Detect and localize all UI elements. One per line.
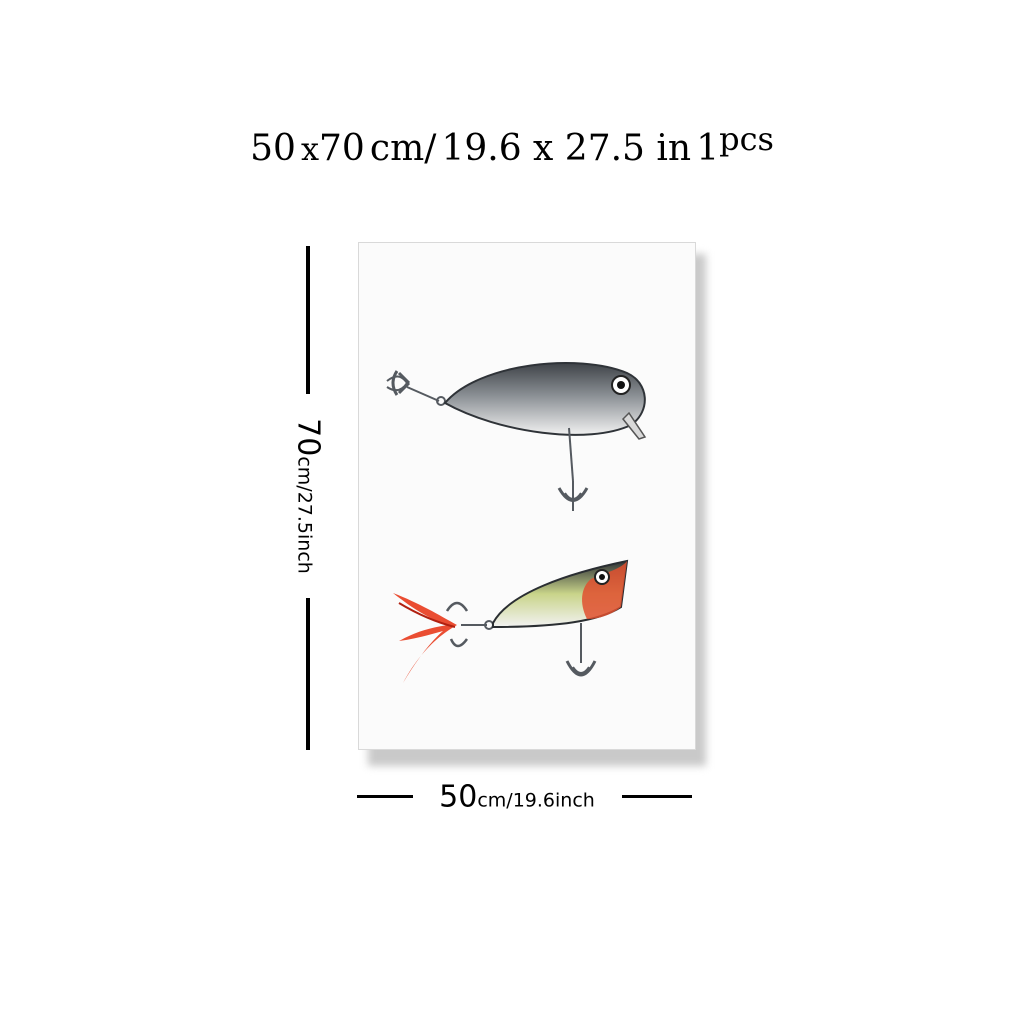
headline-cm-unit: cm/: [369, 128, 437, 169]
height-dimension-unit: cm/27.5inch: [293, 456, 316, 574]
headline-width-cm: 50: [250, 128, 296, 169]
height-dimension-line-top: [306, 246, 310, 394]
width-dimension-unit: cm/19.6inch: [477, 789, 595, 812]
headline-height-cm: 70: [319, 128, 365, 169]
width-dimension-label: 50cm/19.6inch: [439, 780, 595, 815]
height-dimension-label: 70cm/27.5inch: [291, 418, 326, 574]
headline-quantity-unit: pcs: [719, 120, 774, 158]
height-dimension-value: 70: [290, 418, 326, 457]
headline-inch-dims: 19.6 x 27.5 in: [441, 128, 692, 169]
headline-quantity: 1: [696, 128, 720, 169]
width-dimension-line-left: [357, 795, 413, 798]
headline-times: x: [300, 130, 320, 168]
canvas-print: [358, 242, 696, 750]
size-headline: 50 x70 cm/ 19.6 x 27.5 in 1pcs: [0, 120, 1024, 169]
width-dimension-value: 50: [439, 779, 478, 815]
width-dimension-line-right: [622, 795, 692, 798]
artwork: [386, 362, 647, 683]
height-dimension-line-bottom: [306, 598, 310, 750]
popper-lure-icon: [393, 559, 629, 683]
crankbait-lure-icon: [386, 362, 647, 511]
